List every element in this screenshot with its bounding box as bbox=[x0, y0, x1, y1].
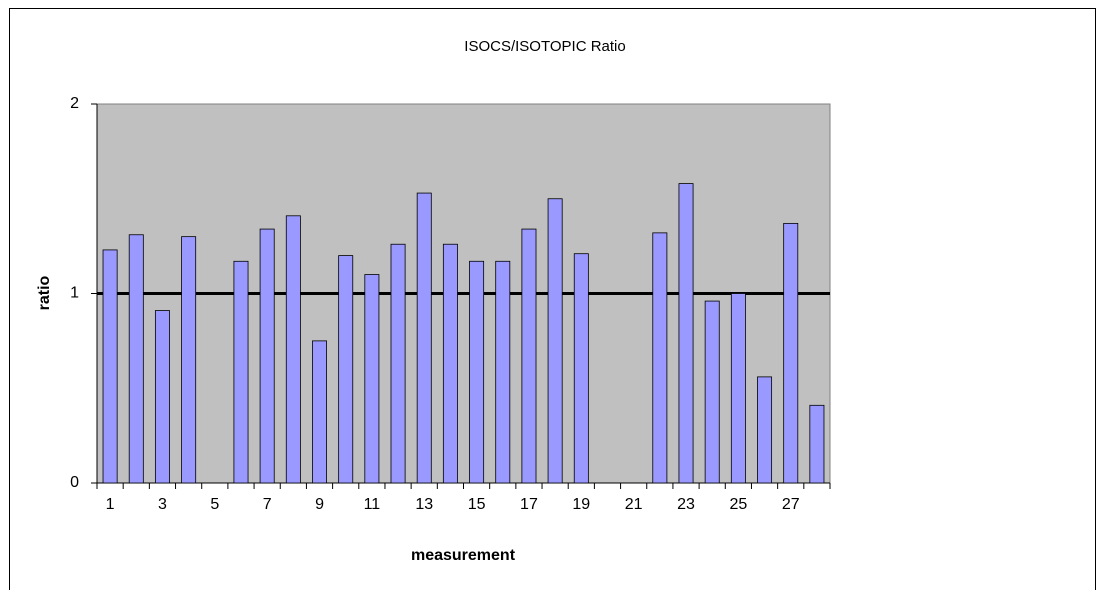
x-tick-label: 25 bbox=[729, 496, 747, 513]
bar bbox=[573, 253, 589, 484]
x-tick-label: 1 bbox=[106, 496, 115, 513]
x-tick-label: 7 bbox=[263, 496, 272, 513]
x-tick-label: 13 bbox=[415, 496, 433, 513]
bar bbox=[285, 215, 301, 484]
bar bbox=[783, 222, 799, 484]
bar bbox=[233, 260, 249, 484]
bar bbox=[521, 228, 537, 484]
bar bbox=[364, 274, 380, 484]
bar bbox=[809, 404, 825, 484]
y-tick-label: 0 bbox=[70, 474, 79, 491]
bar bbox=[259, 228, 275, 484]
bar bbox=[128, 234, 144, 484]
bar bbox=[312, 340, 327, 484]
bar bbox=[416, 192, 432, 484]
bar bbox=[757, 376, 773, 484]
bar bbox=[102, 249, 118, 484]
x-tick-label: 17 bbox=[520, 496, 538, 513]
bar bbox=[154, 310, 170, 484]
bar bbox=[547, 198, 563, 484]
x-tick-label: 5 bbox=[210, 496, 219, 513]
bar bbox=[704, 300, 720, 484]
x-tick-label: 3 bbox=[158, 496, 167, 513]
bar bbox=[181, 236, 197, 484]
bar bbox=[338, 255, 354, 484]
x-tick-label: 11 bbox=[364, 496, 381, 513]
bar bbox=[678, 183, 694, 484]
x-tick-label: 15 bbox=[468, 496, 486, 513]
bar bbox=[390, 243, 406, 484]
bar bbox=[652, 232, 668, 484]
x-tick-label: 21 bbox=[625, 496, 643, 513]
bar bbox=[495, 260, 511, 484]
bar bbox=[730, 293, 746, 484]
x-tick-label: 23 bbox=[677, 496, 695, 513]
y-axis-label: ratio bbox=[36, 275, 53, 310]
x-axis-label: measurement bbox=[411, 547, 516, 564]
x-tick-label: 19 bbox=[572, 496, 590, 513]
bar bbox=[469, 260, 485, 484]
x-tick-label: 9 bbox=[315, 496, 324, 513]
y-tick-label: 1 bbox=[70, 285, 79, 302]
bar bbox=[442, 243, 458, 484]
y-tick-label: 2 bbox=[70, 95, 79, 112]
chart-title: ISOCS/ISOTOPIC Ratio bbox=[464, 38, 625, 55]
x-tick-label: 27 bbox=[782, 496, 800, 513]
